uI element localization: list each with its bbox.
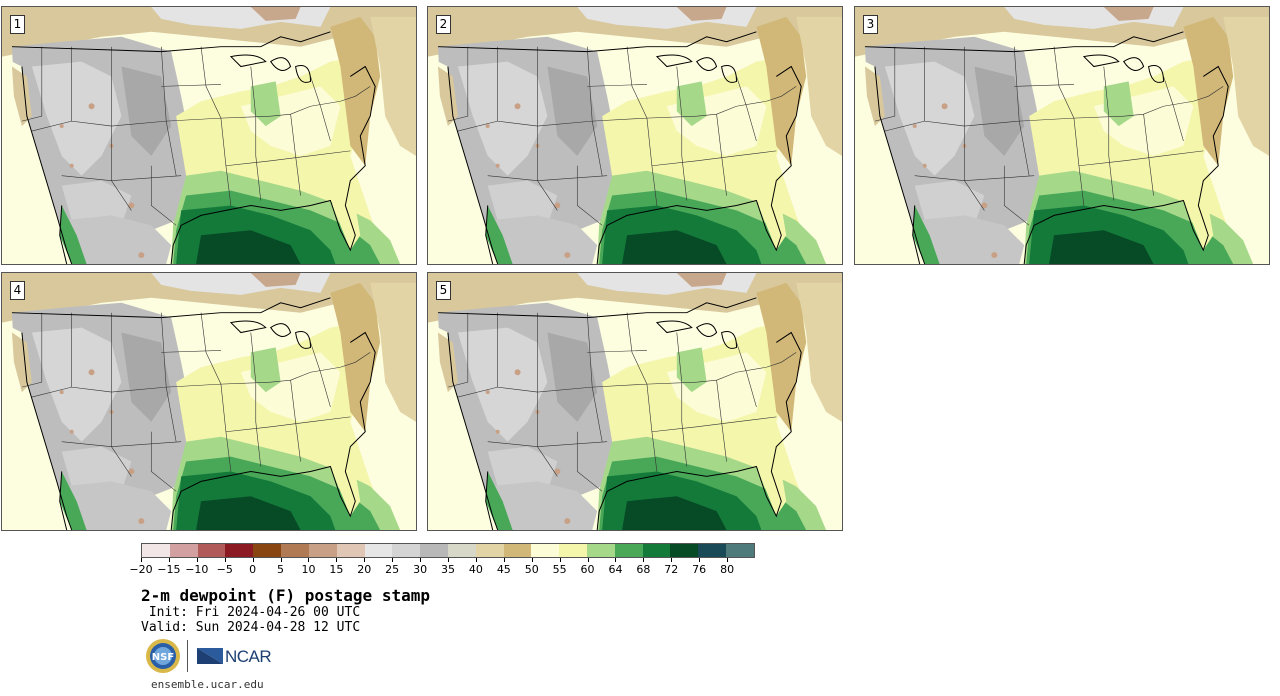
- postage-stamp-panel-5: 5: [427, 272, 843, 531]
- colorbar-tick: [280, 558, 282, 562]
- colorbar-tick: [587, 558, 589, 562]
- dewpoint-colorbar: [141, 543, 755, 558]
- postage-stamp-panel-4: 4: [1, 272, 417, 531]
- colorbar-tick-label: 68: [636, 563, 651, 576]
- colorbar-swatch: [169, 544, 198, 557]
- colorbar-tick-label: 76: [692, 563, 707, 576]
- chart-title: 2-m dewpoint (F) postage stamp: [141, 586, 430, 605]
- colorbar-swatch: [253, 544, 282, 557]
- colorbar-swatch: [336, 544, 365, 557]
- colorbar-tick-label: −15: [157, 563, 181, 576]
- nsf-logo-text: NSF: [152, 652, 174, 663]
- colorbar-tick-label: 40: [468, 563, 483, 576]
- colorbar-tick: [141, 558, 142, 562]
- colorbar-swatch: [392, 544, 421, 557]
- colorbar-tick: [615, 558, 617, 562]
- colorbar-ticks: −20 −15 −10 −5 0 5 10 15 20 25 30 35 40 45 50 55 60 64 68 7…: [129, 558, 755, 578]
- colorbar-tick: [531, 558, 533, 562]
- valid-time: Valid: Sun 2024-04-28 12 UTC: [141, 620, 361, 635]
- colorbar-tick-label: 35: [441, 563, 455, 576]
- colorbar-swatch: [225, 544, 254, 557]
- colorbar-swatch: [614, 544, 643, 557]
- colorbar-swatch: [197, 544, 226, 557]
- colorbar-tick: [727, 558, 729, 562]
- colorbar-tick-label: 64: [608, 563, 623, 576]
- colorbar-tick: [336, 558, 338, 562]
- colorbar-tick: [364, 558, 366, 562]
- colorbar-swatch: [364, 544, 393, 557]
- colorbar-tick: [699, 558, 701, 562]
- colorbar-swatch: [308, 544, 337, 557]
- colorbar-swatch: [447, 544, 476, 557]
- colorbar-tick-label: 20: [357, 563, 372, 576]
- colorbar-tick-label: 10: [301, 563, 316, 576]
- colorbar-tick-label: 50: [524, 563, 539, 576]
- panel-label: 2: [436, 15, 451, 34]
- logo-divider: [187, 640, 188, 672]
- colorbar-tick-label: 5: [277, 563, 285, 576]
- colorbar-swatch: [587, 544, 615, 557]
- panel-label: 3: [863, 15, 878, 34]
- init-time: Init: Fri 2024-04-26 00 UTC: [141, 605, 361, 620]
- colorbar-tick: [643, 558, 645, 562]
- colorbar-swatch: [531, 544, 560, 557]
- colorbar-tick: [503, 558, 505, 562]
- panel-label: 1: [10, 15, 25, 34]
- colorbar-swatch: [503, 544, 532, 557]
- colorbar-swatch: [420, 544, 448, 557]
- colorbar-swatch: [642, 544, 671, 557]
- colorbar-tick-label: −20: [129, 563, 153, 576]
- colorbar-swatch: [281, 544, 309, 557]
- colorbar-tick: [224, 558, 226, 562]
- colorbar-tick: [392, 558, 394, 562]
- colorbar-tick-label: −10: [185, 563, 209, 576]
- colorbar-tick-label: 30: [413, 563, 428, 576]
- colorbar-tick-label: 25: [385, 563, 400, 576]
- colorbar-swatch: [670, 544, 699, 557]
- colorbar-swatch: [475, 544, 504, 557]
- colorbar-tick: [475, 558, 477, 562]
- colorbar-swatch: [726, 544, 754, 557]
- postage-stamp-panel-2: 2: [427, 6, 843, 265]
- colorbar-swatch: [142, 544, 170, 557]
- colorbar-tick-label: 80: [720, 563, 735, 576]
- colorbar-tick: [420, 558, 422, 562]
- postage-stamp-panel-1: 1: [1, 6, 417, 265]
- colorbar-tick-label: 55: [552, 563, 567, 576]
- colorbar-tick-label: 0: [249, 563, 257, 576]
- postage-stamp-panel-3: 3: [854, 6, 1270, 265]
- colorbar-tick-label: −5: [216, 563, 233, 576]
- colorbar-tick: [252, 558, 254, 562]
- website-link[interactable]: ensemble.ucar.edu: [151, 678, 264, 691]
- panel-label: 5: [436, 281, 451, 300]
- colorbar-tick: [671, 558, 673, 562]
- colorbar-tick: [168, 558, 170, 562]
- panel-label: 4: [10, 281, 25, 300]
- colorbar-tick-label: 45: [496, 563, 511, 576]
- ncar-logo-icon: [197, 648, 223, 664]
- colorbar-tick-label: 15: [329, 563, 344, 576]
- colorbar-tick: [308, 558, 310, 562]
- nsf-logo-icon: NSF: [146, 639, 180, 673]
- colorbar-tick: [559, 558, 561, 562]
- colorbar-swatch: [559, 544, 587, 557]
- colorbar-swatch: [698, 544, 727, 557]
- ncar-logo-text: NCAR: [225, 647, 272, 666]
- logos: NSF NCAR: [145, 638, 285, 678]
- colorbar-tick: [196, 558, 198, 562]
- colorbar-tick: [448, 558, 449, 562]
- colorbar-tick-label: 72: [664, 563, 679, 576]
- colorbar-tick-label: 60: [580, 563, 595, 576]
